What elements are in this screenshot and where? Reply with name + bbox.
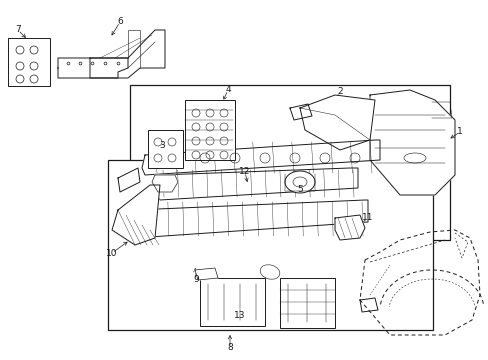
- Text: 7: 7: [15, 26, 21, 35]
- Polygon shape: [299, 95, 374, 150]
- Bar: [8, 38, 50, 86]
- Bar: [184, 100, 235, 160]
- Text: 3: 3: [159, 140, 164, 149]
- Bar: [280, 278, 334, 328]
- Text: 12: 12: [239, 167, 250, 176]
- Polygon shape: [90, 30, 164, 78]
- Polygon shape: [118, 168, 140, 192]
- Polygon shape: [195, 268, 218, 280]
- Bar: [130, 85, 449, 240]
- Text: 5: 5: [297, 185, 302, 194]
- Polygon shape: [112, 185, 160, 245]
- Text: 1: 1: [456, 127, 462, 136]
- Polygon shape: [142, 140, 379, 175]
- Polygon shape: [155, 168, 357, 200]
- Bar: [200, 278, 264, 326]
- Polygon shape: [58, 58, 128, 78]
- Polygon shape: [130, 200, 367, 238]
- Text: 13: 13: [234, 310, 245, 320]
- Polygon shape: [152, 175, 178, 192]
- Ellipse shape: [285, 171, 314, 193]
- Text: 2: 2: [337, 87, 342, 96]
- Text: 8: 8: [226, 343, 232, 352]
- Text: 11: 11: [362, 213, 373, 222]
- Text: 10: 10: [106, 248, 118, 257]
- Bar: [148, 130, 183, 168]
- Polygon shape: [369, 90, 454, 195]
- Polygon shape: [184, 100, 240, 160]
- Polygon shape: [334, 215, 364, 240]
- Bar: [108, 160, 432, 330]
- Text: 4: 4: [225, 85, 230, 94]
- Text: 6: 6: [117, 18, 122, 27]
- Polygon shape: [289, 104, 311, 120]
- Text: 9: 9: [193, 275, 199, 284]
